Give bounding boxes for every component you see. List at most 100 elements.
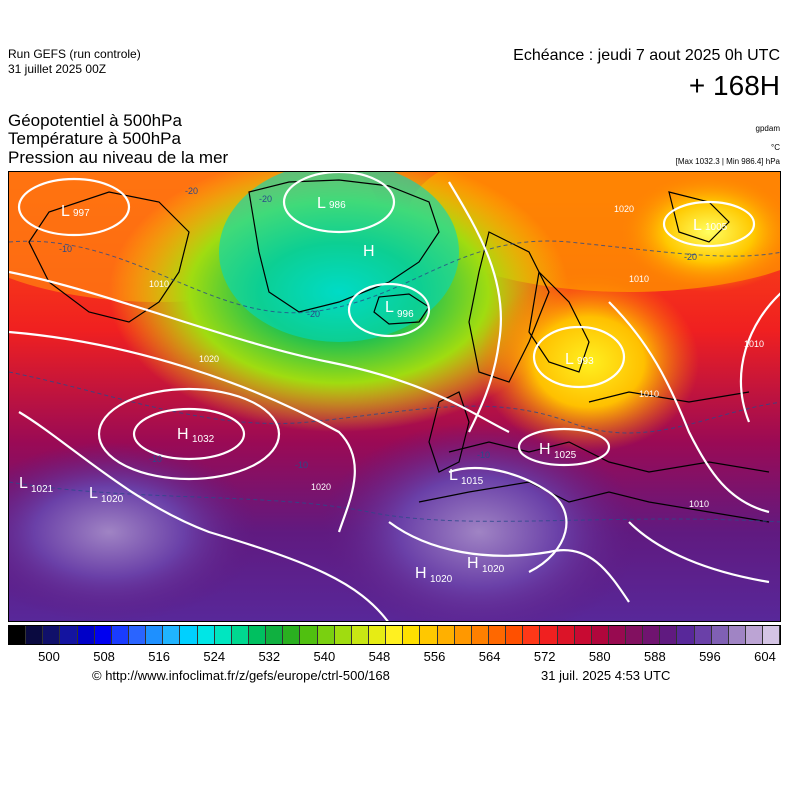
- isobar-label: 1020: [614, 204, 634, 214]
- colorbar-tick-label: 572: [533, 649, 556, 664]
- colorbar-swatch: [403, 626, 421, 644]
- colorbar-tick-label: 596: [699, 649, 721, 664]
- center-value: 1025: [554, 450, 577, 461]
- colorbar-swatch: [180, 626, 198, 644]
- colorbar-tick-label: 540: [313, 649, 336, 664]
- center-value: 996: [397, 309, 414, 320]
- colorbar-swatch: [763, 626, 781, 644]
- colorbar-swatch: [163, 626, 181, 644]
- colorbar-swatch: [26, 626, 44, 644]
- colorbar-swatch: [608, 626, 627, 644]
- colorbar-tick-label: 508: [93, 649, 115, 664]
- high-center: H: [539, 441, 551, 458]
- param-mslp: Pression au niveau de la mer: [8, 148, 229, 167]
- colorbar-swatch: [437, 626, 455, 644]
- isotherm-label: -20: [259, 194, 272, 204]
- colorbar-swatch: [248, 626, 267, 644]
- colorbar-tick-label: 580: [588, 649, 611, 664]
- high-center: H: [177, 426, 189, 443]
- low-center: L: [385, 299, 394, 316]
- low-center: L: [317, 195, 326, 212]
- low-center: L: [61, 203, 70, 220]
- isotherm-label: -10: [149, 454, 162, 464]
- colorbar-tick-label: 516: [148, 649, 170, 664]
- isobar-label: 1020: [311, 482, 331, 492]
- low-center: L: [449, 467, 458, 484]
- isobars: [9, 172, 780, 621]
- colorbar-swatch: [43, 626, 61, 644]
- colorbar-swatch: [111, 626, 129, 644]
- low-center: L: [19, 475, 28, 492]
- isobar-label: 1010: [744, 339, 764, 349]
- unit-gpdam: gpdam: [755, 124, 780, 133]
- source-url: © http://www.infoclimat.fr/z/gefs/europe…: [92, 668, 390, 683]
- isotherm-label: -10: [477, 450, 490, 460]
- high-center: H: [415, 565, 427, 582]
- colorbar-tick-label: 588: [643, 649, 666, 664]
- colorbar-swatch: [231, 626, 249, 644]
- isotherm-label: -20: [307, 309, 320, 319]
- isobar-label: 1010: [149, 279, 169, 289]
- colorbar-swatch: [146, 626, 164, 644]
- colorbar-swatch: [351, 626, 369, 644]
- echeance-label: Echéance : jeudi 7 aout 2025 0h UTC: [513, 47, 780, 64]
- colorbar-swatch: [488, 626, 507, 644]
- colorbar-swatch: [77, 626, 95, 644]
- colorbar-swatch: [368, 626, 387, 644]
- param-temperature: Température à 500hPa: [8, 129, 181, 148]
- colorbar-swatch: [506, 626, 524, 644]
- colorbar-tick-label: 604: [754, 649, 776, 664]
- colorbar-swatch: [746, 626, 764, 644]
- center-value: 993: [577, 356, 594, 367]
- low-center: L: [693, 217, 702, 234]
- coastlines: [28, 179, 770, 523]
- center-value: 1020: [430, 574, 453, 585]
- colorbar-swatch: [386, 626, 404, 644]
- colorbar-swatch: [643, 626, 661, 644]
- center-value: 1015: [461, 476, 484, 487]
- colorbar: [8, 625, 781, 645]
- center-value: 1032: [192, 434, 215, 445]
- colorbar-swatch: [660, 626, 678, 644]
- run-label: Run GEFS (run controle): [8, 47, 141, 61]
- low-center: L: [565, 351, 574, 368]
- isotherm-labels: -20 -20 -10 -10 -10 -10 -20 -20: [59, 186, 697, 470]
- colorbar-swatch: [557, 626, 575, 644]
- weather-map-graphic: L 997 L 986 H L 996 L 1005 L 993 H 1032 …: [9, 172, 780, 621]
- colorbar-swatch: [128, 626, 147, 644]
- colorbar-swatch: [334, 626, 352, 644]
- run-date: 31 juillet 2025 00Z: [8, 62, 107, 76]
- colorbar-swatch: [283, 626, 301, 644]
- unit-celsius: °C: [771, 143, 780, 152]
- pressure-centers: L 997 L 986 H L 996 L 1005 L 993 H 1032 …: [19, 195, 728, 585]
- center-value: 997: [73, 208, 90, 219]
- high-center: H: [363, 243, 375, 260]
- isobar-labels: 1020 1020 1010 1010 1010 1020 1010 1010: [149, 204, 764, 509]
- colorbar-swatch: [94, 626, 112, 644]
- center-value: 1021: [31, 484, 54, 495]
- colorbar-swatch: [60, 626, 78, 644]
- colorbar-swatch: [591, 626, 609, 644]
- colorbar-tick-label: 564: [478, 649, 501, 664]
- colorbar-swatch: [300, 626, 318, 644]
- isobar-label: 1010: [689, 499, 709, 509]
- generated-timestamp: 31 juil. 2025 4:53 UTC: [541, 668, 671, 683]
- colorbar-swatch: [317, 626, 335, 644]
- isotherms: [9, 240, 780, 523]
- colorbar-swatch: [523, 626, 541, 644]
- colorbar-tick-label: 548: [368, 649, 391, 664]
- colorbar-tick-label: 532: [258, 649, 281, 664]
- center-value: 1020: [482, 564, 505, 575]
- weather-map: L 997 L 986 H L 996 L 1005 L 993 H 1032 …: [8, 171, 781, 622]
- center-value: 1020: [101, 494, 124, 505]
- colorbar-swatch: [677, 626, 695, 644]
- colorbar-swatch: [711, 626, 729, 644]
- isotherm-label: -20: [684, 252, 697, 262]
- colorbar-swatch: [540, 626, 558, 644]
- isobar-label: 1010: [639, 389, 659, 399]
- colorbar-swatch: [197, 626, 215, 644]
- colorbar-swatch: [266, 626, 284, 644]
- colorbar-swatch: [694, 626, 712, 644]
- colorbar-swatch: [471, 626, 489, 644]
- isotherm-label: -20: [185, 186, 198, 196]
